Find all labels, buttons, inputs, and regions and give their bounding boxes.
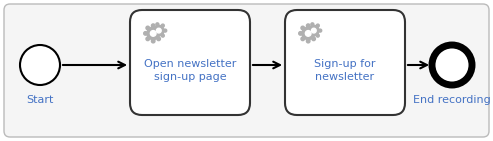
FancyBboxPatch shape xyxy=(130,10,250,115)
Text: Start: Start xyxy=(26,95,54,105)
Circle shape xyxy=(151,32,154,35)
Circle shape xyxy=(159,32,163,35)
Circle shape xyxy=(156,23,159,26)
Circle shape xyxy=(151,26,154,29)
Text: End recording: End recording xyxy=(413,95,491,105)
Circle shape xyxy=(146,37,149,41)
Circle shape xyxy=(164,29,167,32)
Circle shape xyxy=(309,25,319,36)
Circle shape xyxy=(146,26,149,30)
Circle shape xyxy=(157,26,160,30)
Circle shape xyxy=(144,32,147,35)
Circle shape xyxy=(307,32,310,35)
Circle shape xyxy=(311,35,314,38)
Text: Sign-up for
newsletter: Sign-up for newsletter xyxy=(314,59,376,82)
Circle shape xyxy=(151,39,155,43)
Text: Open newsletter
sign-up page: Open newsletter sign-up page xyxy=(144,59,236,82)
Circle shape xyxy=(301,26,305,30)
Circle shape xyxy=(312,28,316,33)
Circle shape xyxy=(161,24,164,27)
Circle shape xyxy=(317,34,319,37)
Circle shape xyxy=(311,23,314,26)
Circle shape xyxy=(156,28,161,33)
Circle shape xyxy=(319,29,322,32)
Circle shape xyxy=(314,32,317,35)
Circle shape xyxy=(432,45,472,85)
Circle shape xyxy=(161,34,164,37)
Circle shape xyxy=(151,24,155,27)
Circle shape xyxy=(150,31,156,36)
Circle shape xyxy=(307,24,310,27)
Circle shape xyxy=(317,24,319,27)
Circle shape xyxy=(156,35,159,38)
Circle shape xyxy=(302,27,315,40)
Circle shape xyxy=(305,31,311,36)
Circle shape xyxy=(153,25,164,36)
Circle shape xyxy=(307,26,310,29)
Circle shape xyxy=(147,27,160,40)
FancyBboxPatch shape xyxy=(4,4,489,137)
FancyBboxPatch shape xyxy=(285,10,405,115)
Circle shape xyxy=(312,26,316,30)
Circle shape xyxy=(307,39,310,43)
Circle shape xyxy=(20,45,60,85)
Circle shape xyxy=(157,37,160,41)
Circle shape xyxy=(312,37,316,41)
Circle shape xyxy=(301,37,305,41)
Circle shape xyxy=(299,32,302,35)
